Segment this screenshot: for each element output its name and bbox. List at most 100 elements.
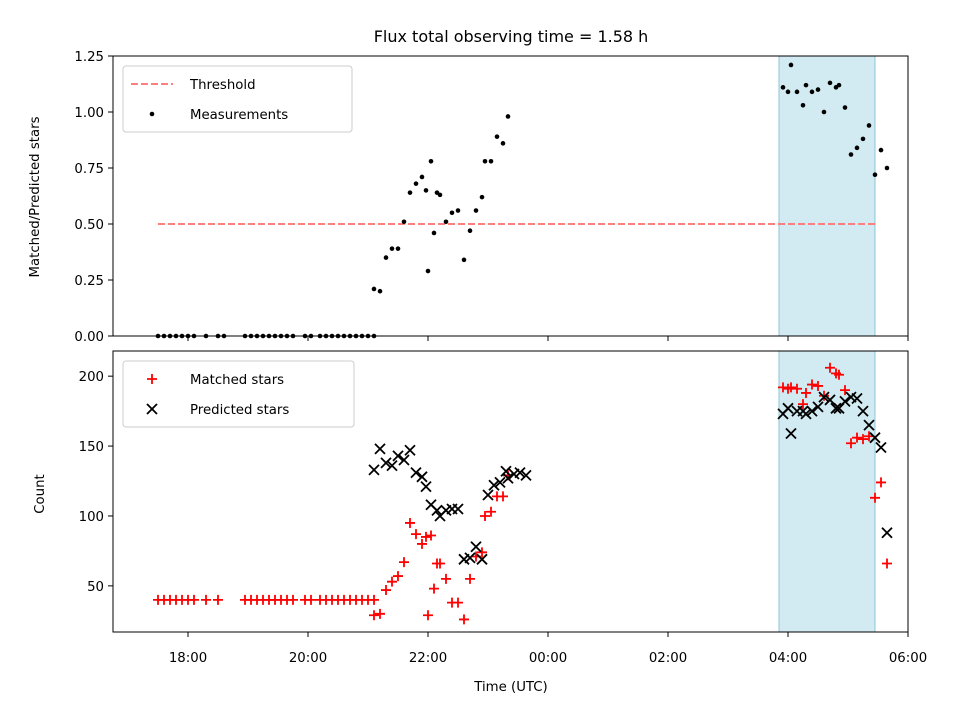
measurements-point-61 [794,89,800,95]
top-y-tick-label-1: 0.25 [74,274,104,289]
predicted-stars-point-37 [824,394,836,406]
measurements-point-76 [878,147,884,153]
matched-stars-point-31 [375,608,385,619]
legend-label-measurements: Measurements [190,108,288,123]
measurements-point-75 [872,172,878,178]
predicted-stars-point-40 [839,395,851,407]
legend-marker-measurements [149,111,155,117]
matched-stars-point-76 [882,558,892,569]
legend-label-matched-stars: Matched stars [190,373,284,388]
predicted-stars-point-9 [420,480,432,493]
measurements-point-39 [419,174,425,180]
matched-stars-point-60 [792,383,802,394]
matched-stars-point-70 [846,438,856,449]
top-axes-frame [112,55,909,337]
matched-stars-point-17 [288,594,298,605]
measurements-point-44 [431,230,437,236]
predicted-stars-point-43 [857,405,869,417]
matched-stars-point-61 [798,399,808,410]
predicted-stars-point-8 [416,471,428,483]
top-y-tick-label-3: 0.75 [74,162,104,177]
measurements-point-37 [407,190,413,195]
measurements-point-47 [449,210,455,216]
predicted-stars-point-24 [502,472,514,484]
measurements-point-46 [443,219,449,225]
measurements-point-63 [803,82,809,88]
matched-stars-point-71 [852,432,862,443]
measurements-point-64 [809,89,815,95]
predicted-stars-point-27 [520,469,532,482]
matched-stars-point-6 [189,594,199,605]
predicted-stars-point-6 [404,444,416,456]
predicted-stars-point-46 [875,441,887,454]
x-tick-label-4: 02:00 [649,651,687,666]
bottom-y-tick-label-2: 150 [79,440,104,455]
matched-stars-point-66 [825,362,835,373]
matched-stars-point-65 [819,390,829,401]
x-tick-label-6: 06:00 [889,651,927,666]
predicted-stars-point-21 [488,479,500,491]
matched-stars-point-29 [369,594,379,605]
predicted-stars-point-4 [392,450,404,462]
predicted-stars-point-2 [380,457,392,469]
bottom-chart: 50 100 150 200 18:00 20:00 22:00 00:00 02:00 04:0… [79,350,927,666]
predicted-stars-point-11 [431,504,443,517]
matched-stars-point-69 [840,385,850,396]
measurements-point-53 [482,158,488,164]
bottom-y-tick-label-0: 50 [87,580,104,595]
bottom-y-axis-label: Count [33,474,48,514]
matched-stars-point-59 [786,382,796,393]
matched-stars-point-53 [486,506,496,517]
predicted-stars-point-19 [476,553,488,565]
predicted-stars-point-47 [881,527,893,539]
predicted-stars-point-18 [470,541,482,553]
matched-stars-point-35 [399,557,409,568]
bottom-y-tick-label-1: 100 [79,510,104,525]
top-y-tick-label-2: 0.50 [74,218,104,233]
measurements-point-73 [860,136,866,142]
predicted-stars-point-38 [830,402,842,414]
matched-stars-point-38 [417,538,427,549]
measurements-point-51 [473,208,479,213]
measurements-point-71 [848,152,854,157]
matched-stars-point-75 [876,477,886,488]
measurements-point-48 [455,208,461,213]
matched-stars-point-36 [405,517,415,528]
predicted-stars-point-33 [800,408,812,420]
top-highlight-span [778,55,876,337]
top-y-tick-label-5: 1.25 [74,50,104,65]
predicted-stars-point-15 [452,503,464,515]
matched-stars-point-7 [201,594,211,605]
matched-stars-point-43 [429,583,439,594]
x-tick-label-3: 00:00 [529,651,567,666]
x-tick-label-0: 18:00 [169,651,207,666]
bottom-legend: Matched stars Predicted stars [122,360,355,428]
bottom-axes-frame [112,350,909,633]
measurements-point-58 [780,85,786,90]
predicted-stars-point-20 [482,489,494,501]
predicted-stars-point-17 [464,552,476,564]
predicted-stars-point-3 [386,460,398,472]
measurements-point-62 [800,102,806,108]
measurements-point-56 [500,141,506,146]
predicted-stars-point-7 [410,466,422,479]
measurements-point-31 [371,286,377,292]
predicted-stars-point-23 [500,465,512,477]
measurements-point-33 [383,255,389,260]
legend-label-threshold: Threshold [189,78,256,93]
measurements-point-72 [854,145,860,151]
measurements-point-77 [884,165,890,171]
matched-stars-point-63 [807,379,817,390]
predicted-stars-point-5 [398,454,410,466]
measurements-point-34 [389,246,395,251]
measurements-point-66 [821,109,827,115]
predicted-stars-point-30 [785,427,797,440]
measurements-point-35 [395,246,401,251]
measurements-point-40 [423,188,429,193]
measurements-point-43 [425,268,431,274]
predicted-stars-point-1 [374,443,386,455]
measurements-point-45 [437,192,443,198]
matched-stars-point-72 [858,434,868,445]
measurements-point-49 [461,257,467,263]
